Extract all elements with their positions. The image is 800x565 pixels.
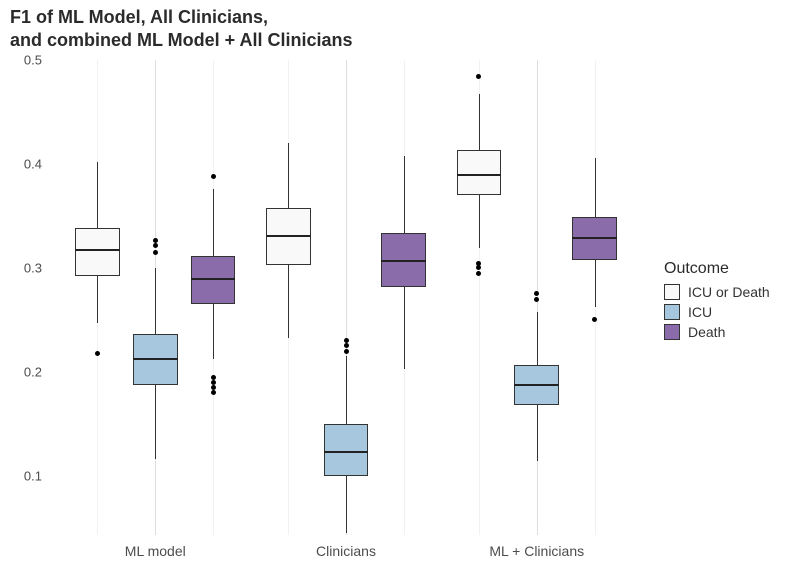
outlier-point	[211, 380, 216, 385]
legend-label: ICU	[688, 304, 712, 320]
x-tick-label: Clinicians	[316, 543, 376, 559]
median-line	[324, 451, 369, 453]
legend: Outcome ICU or Death ICU Death	[664, 260, 770, 344]
outlier-point	[153, 243, 158, 248]
outlier-point	[211, 375, 216, 380]
median-line	[514, 384, 559, 386]
legend-title: Outcome	[664, 260, 770, 278]
boxplot-box	[457, 150, 502, 195]
median-line	[381, 260, 426, 262]
y-tick-label: 0.4	[24, 156, 42, 171]
y-tick-label: 0.1	[24, 468, 42, 483]
boxplot-box	[324, 424, 369, 476]
median-line	[133, 358, 178, 360]
legend-swatch	[664, 324, 680, 340]
y-tick-label: 0.5	[24, 53, 42, 68]
median-line	[572, 237, 617, 239]
legend-item: Death	[664, 324, 770, 340]
outlier-point	[534, 297, 539, 302]
x-tick-label: ML model	[125, 543, 186, 559]
x-tick-label: ML + Clinicians	[489, 543, 584, 559]
legend-swatch	[664, 304, 680, 320]
outlier-point	[211, 390, 216, 395]
median-line	[191, 278, 236, 280]
outlier-point	[344, 338, 349, 343]
median-line	[457, 174, 502, 176]
legend-label: ICU or Death	[688, 284, 770, 300]
plot-area: 0.10.20.30.40.5ML modelCliniciansML + Cl…	[48, 60, 644, 535]
boxplot-box	[191, 256, 236, 304]
y-tick-label: 0.3	[24, 260, 42, 275]
boxplot-box	[75, 228, 120, 276]
legend-item: ICU	[664, 304, 770, 320]
legend-item: ICU or Death	[664, 284, 770, 300]
outlier-point	[95, 351, 100, 356]
outlier-point	[344, 349, 349, 354]
outlier-point	[211, 174, 216, 179]
median-line	[266, 235, 311, 237]
legend-label: Death	[688, 324, 725, 340]
outlier-point	[211, 385, 216, 390]
outlier-point	[344, 343, 349, 348]
y-tick-label: 0.2	[24, 364, 42, 379]
chart-title: F1 of ML Model, All Clinicians, and comb…	[10, 6, 353, 51]
outlier-point	[153, 250, 158, 255]
legend-swatch	[664, 284, 680, 300]
median-line	[75, 249, 120, 251]
